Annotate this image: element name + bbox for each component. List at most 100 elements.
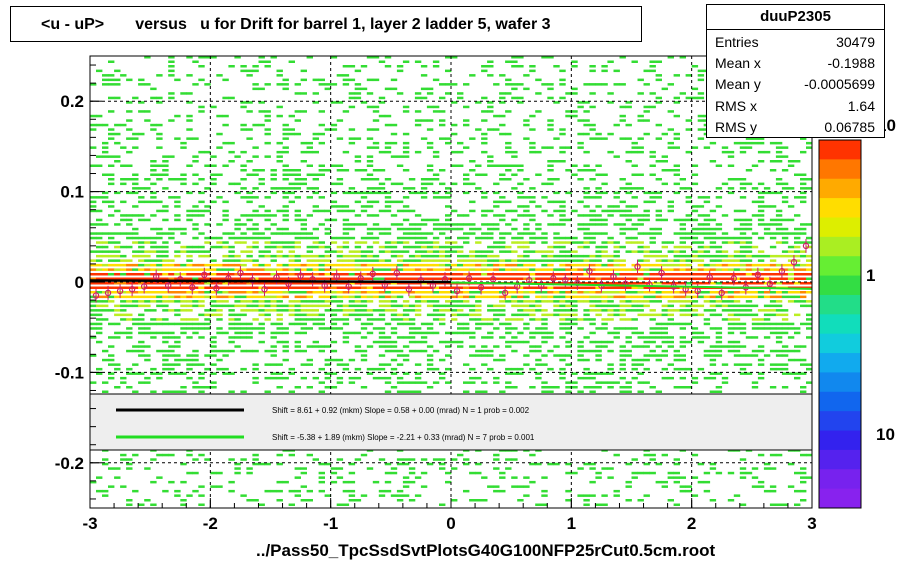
density-cell	[685, 74, 692, 77]
density-cell	[637, 263, 644, 267]
density-cell	[228, 336, 235, 339]
density-cell	[469, 160, 476, 163]
density-cell	[451, 304, 458, 308]
density-cell	[637, 92, 644, 95]
density-cell	[180, 309, 187, 312]
density-cell	[270, 187, 277, 190]
density-cell	[619, 259, 626, 262]
density-cell	[685, 218, 692, 222]
density-cell	[390, 386, 398, 389]
density-cell	[794, 273, 801, 276]
density-cell	[162, 489, 169, 493]
density-cell	[432, 277, 440, 280]
density-cell	[402, 105, 410, 109]
density-cell	[649, 458, 656, 461]
density-cell	[703, 250, 711, 253]
density-cell	[553, 232, 560, 235]
density-cell	[228, 309, 235, 312]
density-cell	[204, 295, 211, 299]
density-cell	[529, 309, 536, 312]
density-cell	[114, 96, 121, 100]
density-cell	[439, 259, 446, 262]
density-cell	[757, 309, 765, 312]
density-cell	[294, 286, 301, 289]
density-cell	[210, 340, 217, 344]
density-cell	[318, 381, 325, 384]
density-cell	[463, 291, 470, 294]
density-cell	[685, 119, 692, 122]
density-cell	[366, 295, 374, 299]
density-cell	[619, 358, 626, 362]
density-cell	[685, 214, 692, 217]
density-cell	[631, 223, 638, 226]
density-cell	[703, 309, 711, 312]
density-cell	[697, 241, 705, 244]
density-cell	[216, 268, 223, 271]
density-cell	[198, 336, 205, 339]
density-cell	[439, 358, 446, 362]
density-cell	[186, 259, 193, 262]
density-cell	[372, 367, 380, 371]
density-cell	[541, 209, 548, 213]
density-cell	[240, 291, 247, 294]
density-cell	[264, 250, 271, 253]
density-cell	[733, 241, 741, 244]
density-cell	[186, 354, 193, 357]
density-cell	[757, 277, 765, 280]
density-cell	[806, 187, 813, 190]
density-cell	[204, 209, 211, 213]
density-cell	[312, 173, 319, 176]
density-cell	[643, 354, 650, 357]
density-cell	[210, 300, 217, 303]
density-cell	[150, 273, 157, 276]
density-cell	[445, 309, 452, 312]
density-cell	[432, 318, 440, 321]
density-cell	[216, 132, 223, 136]
density-cell	[156, 273, 163, 276]
density-cell	[643, 232, 650, 235]
density-cell	[186, 74, 193, 77]
density-cell	[691, 476, 699, 479]
density-cell	[535, 358, 542, 362]
density-cell	[210, 273, 217, 276]
density-cell	[451, 132, 458, 136]
density-cell	[457, 236, 464, 240]
density-cell	[673, 282, 680, 285]
density-cell	[354, 349, 362, 353]
density-cell	[565, 363, 572, 366]
density-cell	[306, 453, 313, 457]
density-cell	[300, 282, 307, 285]
density-cell	[800, 277, 807, 280]
density-cell	[408, 286, 416, 289]
density-cell	[547, 223, 554, 226]
density-cell	[306, 286, 313, 289]
density-cell	[481, 96, 488, 100]
density-cell	[451, 340, 458, 344]
density-cell	[330, 372, 338, 375]
density-cell	[547, 295, 554, 299]
density-cell	[703, 282, 711, 285]
density-cell	[114, 250, 121, 253]
density-cell	[186, 494, 193, 497]
density-cell	[132, 304, 139, 308]
density-cell	[637, 295, 644, 299]
density-cell	[637, 372, 644, 375]
density-cell	[806, 381, 813, 384]
density-cell	[126, 331, 133, 335]
density-cell	[276, 309, 283, 312]
density-cell	[102, 254, 109, 258]
density-cell	[270, 286, 277, 289]
density-cell	[282, 232, 289, 235]
density-cell	[240, 331, 247, 335]
density-cell	[800, 223, 807, 226]
density-cell	[763, 313, 771, 317]
density-cell	[234, 263, 241, 267]
density-cell	[360, 358, 368, 362]
density-cell	[703, 214, 711, 217]
density-cell	[96, 223, 103, 226]
density-cell	[655, 263, 662, 267]
density-cell	[162, 273, 169, 276]
density-cell	[589, 467, 596, 470]
density-cell	[733, 494, 741, 497]
density-cell	[330, 309, 338, 312]
